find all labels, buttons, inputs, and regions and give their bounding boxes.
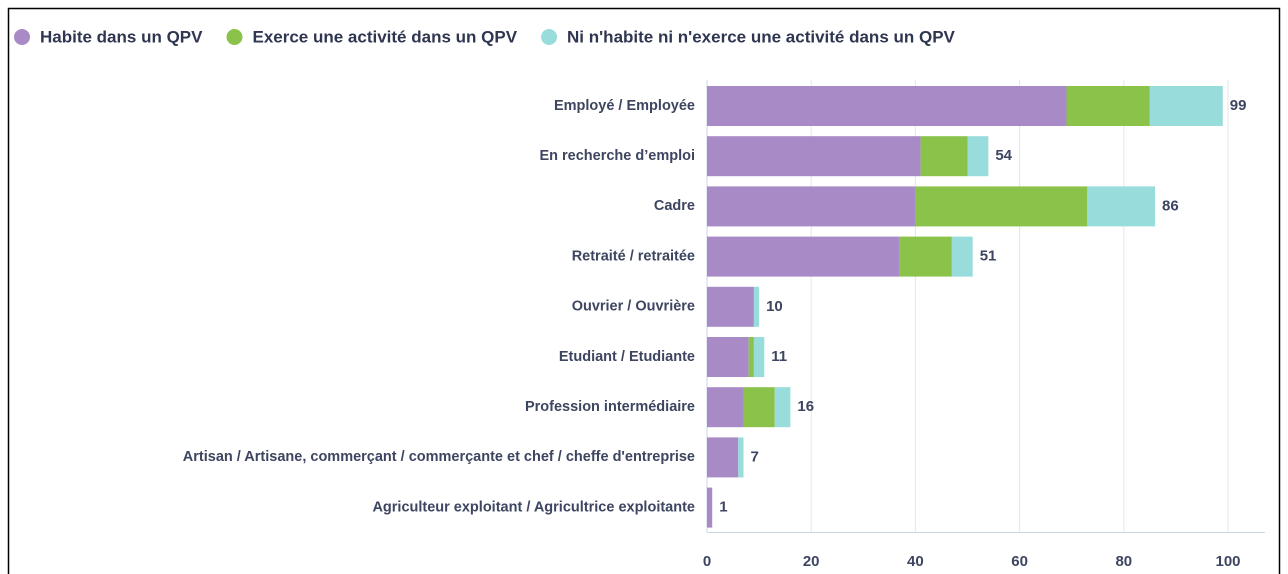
x-tick-label: 40 xyxy=(907,553,924,570)
x-tick-label: 80 xyxy=(1115,553,1132,570)
legend-label: Ni n'habite ni n'exerce une activité dan… xyxy=(567,27,956,46)
y-tick-label: Artisan / Artisane, commerçant / commerç… xyxy=(183,449,695,465)
bar-segment xyxy=(951,236,973,277)
total-label: 10 xyxy=(766,298,783,315)
y-tick-label: Etudiant / Etudiante xyxy=(559,349,695,365)
bar-segment xyxy=(774,387,791,428)
bar-segment xyxy=(707,186,916,227)
legend-label: Habite dans un QPV xyxy=(40,27,203,46)
legend-swatch xyxy=(226,29,243,45)
x-tick-label: 20 xyxy=(803,553,820,570)
legend-swatch xyxy=(14,29,30,45)
bar-segment xyxy=(707,136,921,177)
y-tick-label: Profession intermédiaire xyxy=(525,399,695,415)
bar-segment xyxy=(707,337,749,377)
total-label: 54 xyxy=(995,147,1012,164)
bar-segment xyxy=(707,286,754,327)
x-tick-label: 60 xyxy=(1011,553,1028,570)
bar-segment xyxy=(1087,186,1156,227)
bar-segment xyxy=(707,437,739,478)
y-tick-label: Cadre xyxy=(654,198,695,214)
bar-segment xyxy=(707,86,1067,126)
y-tick-label: En recherche d’emploi xyxy=(539,148,695,164)
bar-segment xyxy=(748,337,754,377)
bar-segment xyxy=(967,136,989,177)
y-tick-label: Ouvrier / Ouvrière xyxy=(572,299,695,315)
bar-segment xyxy=(753,286,760,327)
bar-segment xyxy=(920,136,968,177)
bar-segment xyxy=(707,236,900,277)
bar-segment xyxy=(707,487,713,528)
total-label: 86 xyxy=(1162,197,1179,214)
total-label: 11 xyxy=(771,348,787,365)
legend-label: Exerce une activité dans un QPV xyxy=(252,27,517,46)
bar-segment xyxy=(1149,86,1223,126)
bar-segment xyxy=(915,186,1088,227)
y-tick-label: Employé / Employée xyxy=(554,98,695,114)
total-label: 51 xyxy=(980,248,997,265)
y-tick-label: Retraité / retraitée xyxy=(572,248,695,264)
bar-segment xyxy=(707,387,744,428)
bar-segment xyxy=(1066,86,1150,126)
legend-swatch xyxy=(541,29,558,45)
bar-segment xyxy=(899,236,952,277)
y-tick-label: Agriculteur exploitant / Agricultrice ex… xyxy=(372,499,695,515)
x-tick-label: 100 xyxy=(1215,553,1240,570)
frame xyxy=(7,7,1281,574)
bar-segment xyxy=(738,437,744,478)
total-label: 99 xyxy=(1230,97,1247,114)
x-tick-label: 0 xyxy=(703,553,711,570)
total-label: 16 xyxy=(797,398,814,415)
total-label: 7 xyxy=(750,448,758,465)
bar-segment xyxy=(753,337,765,377)
total-label: 1 xyxy=(719,499,727,516)
bar-segment xyxy=(743,387,775,428)
